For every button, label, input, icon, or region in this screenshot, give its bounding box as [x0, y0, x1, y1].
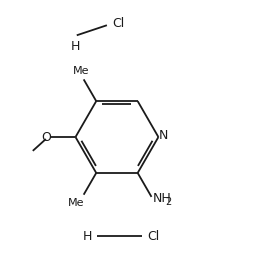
- Text: Me: Me: [73, 66, 89, 76]
- Text: N: N: [159, 129, 169, 142]
- Text: Cl: Cl: [112, 18, 124, 31]
- Text: 2: 2: [165, 197, 171, 207]
- Text: O: O: [41, 131, 51, 143]
- Text: Me: Me: [68, 198, 84, 208]
- Text: NH: NH: [153, 192, 171, 205]
- Text: Cl: Cl: [147, 230, 159, 243]
- Text: H: H: [71, 40, 80, 53]
- Text: H: H: [83, 230, 92, 243]
